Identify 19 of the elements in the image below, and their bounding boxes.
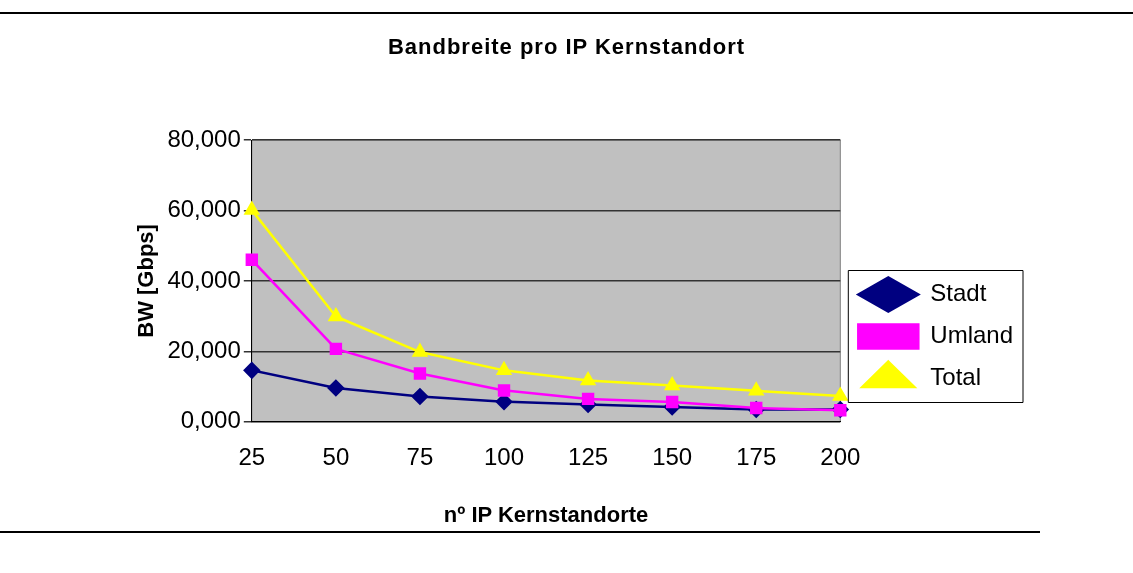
x-tick-label: 150 <box>652 442 693 470</box>
y-tick-label: 80,000 <box>167 124 241 152</box>
x-tick-label: 75 <box>406 442 434 470</box>
x-tick-label: 100 <box>483 442 525 470</box>
y-tick-label: 20,000 <box>167 335 241 363</box>
x-axis-title: nº IP Kernstandorte <box>443 501 649 527</box>
x-tick-label: 50 <box>322 442 350 470</box>
y-tick-label: 60,000 <box>167 195 241 223</box>
legend-label: Stadt <box>930 279 987 307</box>
legend-label: Umland <box>930 321 1013 349</box>
x-tick-label: 175 <box>736 442 777 470</box>
legend-label: Total <box>930 363 981 391</box>
x-tick-label: 200 <box>820 442 861 470</box>
y-axis-title: BW [Gbps] <box>133 224 159 338</box>
x-tick-label: 25 <box>238 442 266 470</box>
y-tick-label: 40,000 <box>167 265 241 293</box>
y-tick-label: 0,000 <box>180 406 241 434</box>
x-tick-label: 125 <box>568 442 609 470</box>
chart-title: Bandbreite pro IP Kernstandort <box>386 34 747 60</box>
